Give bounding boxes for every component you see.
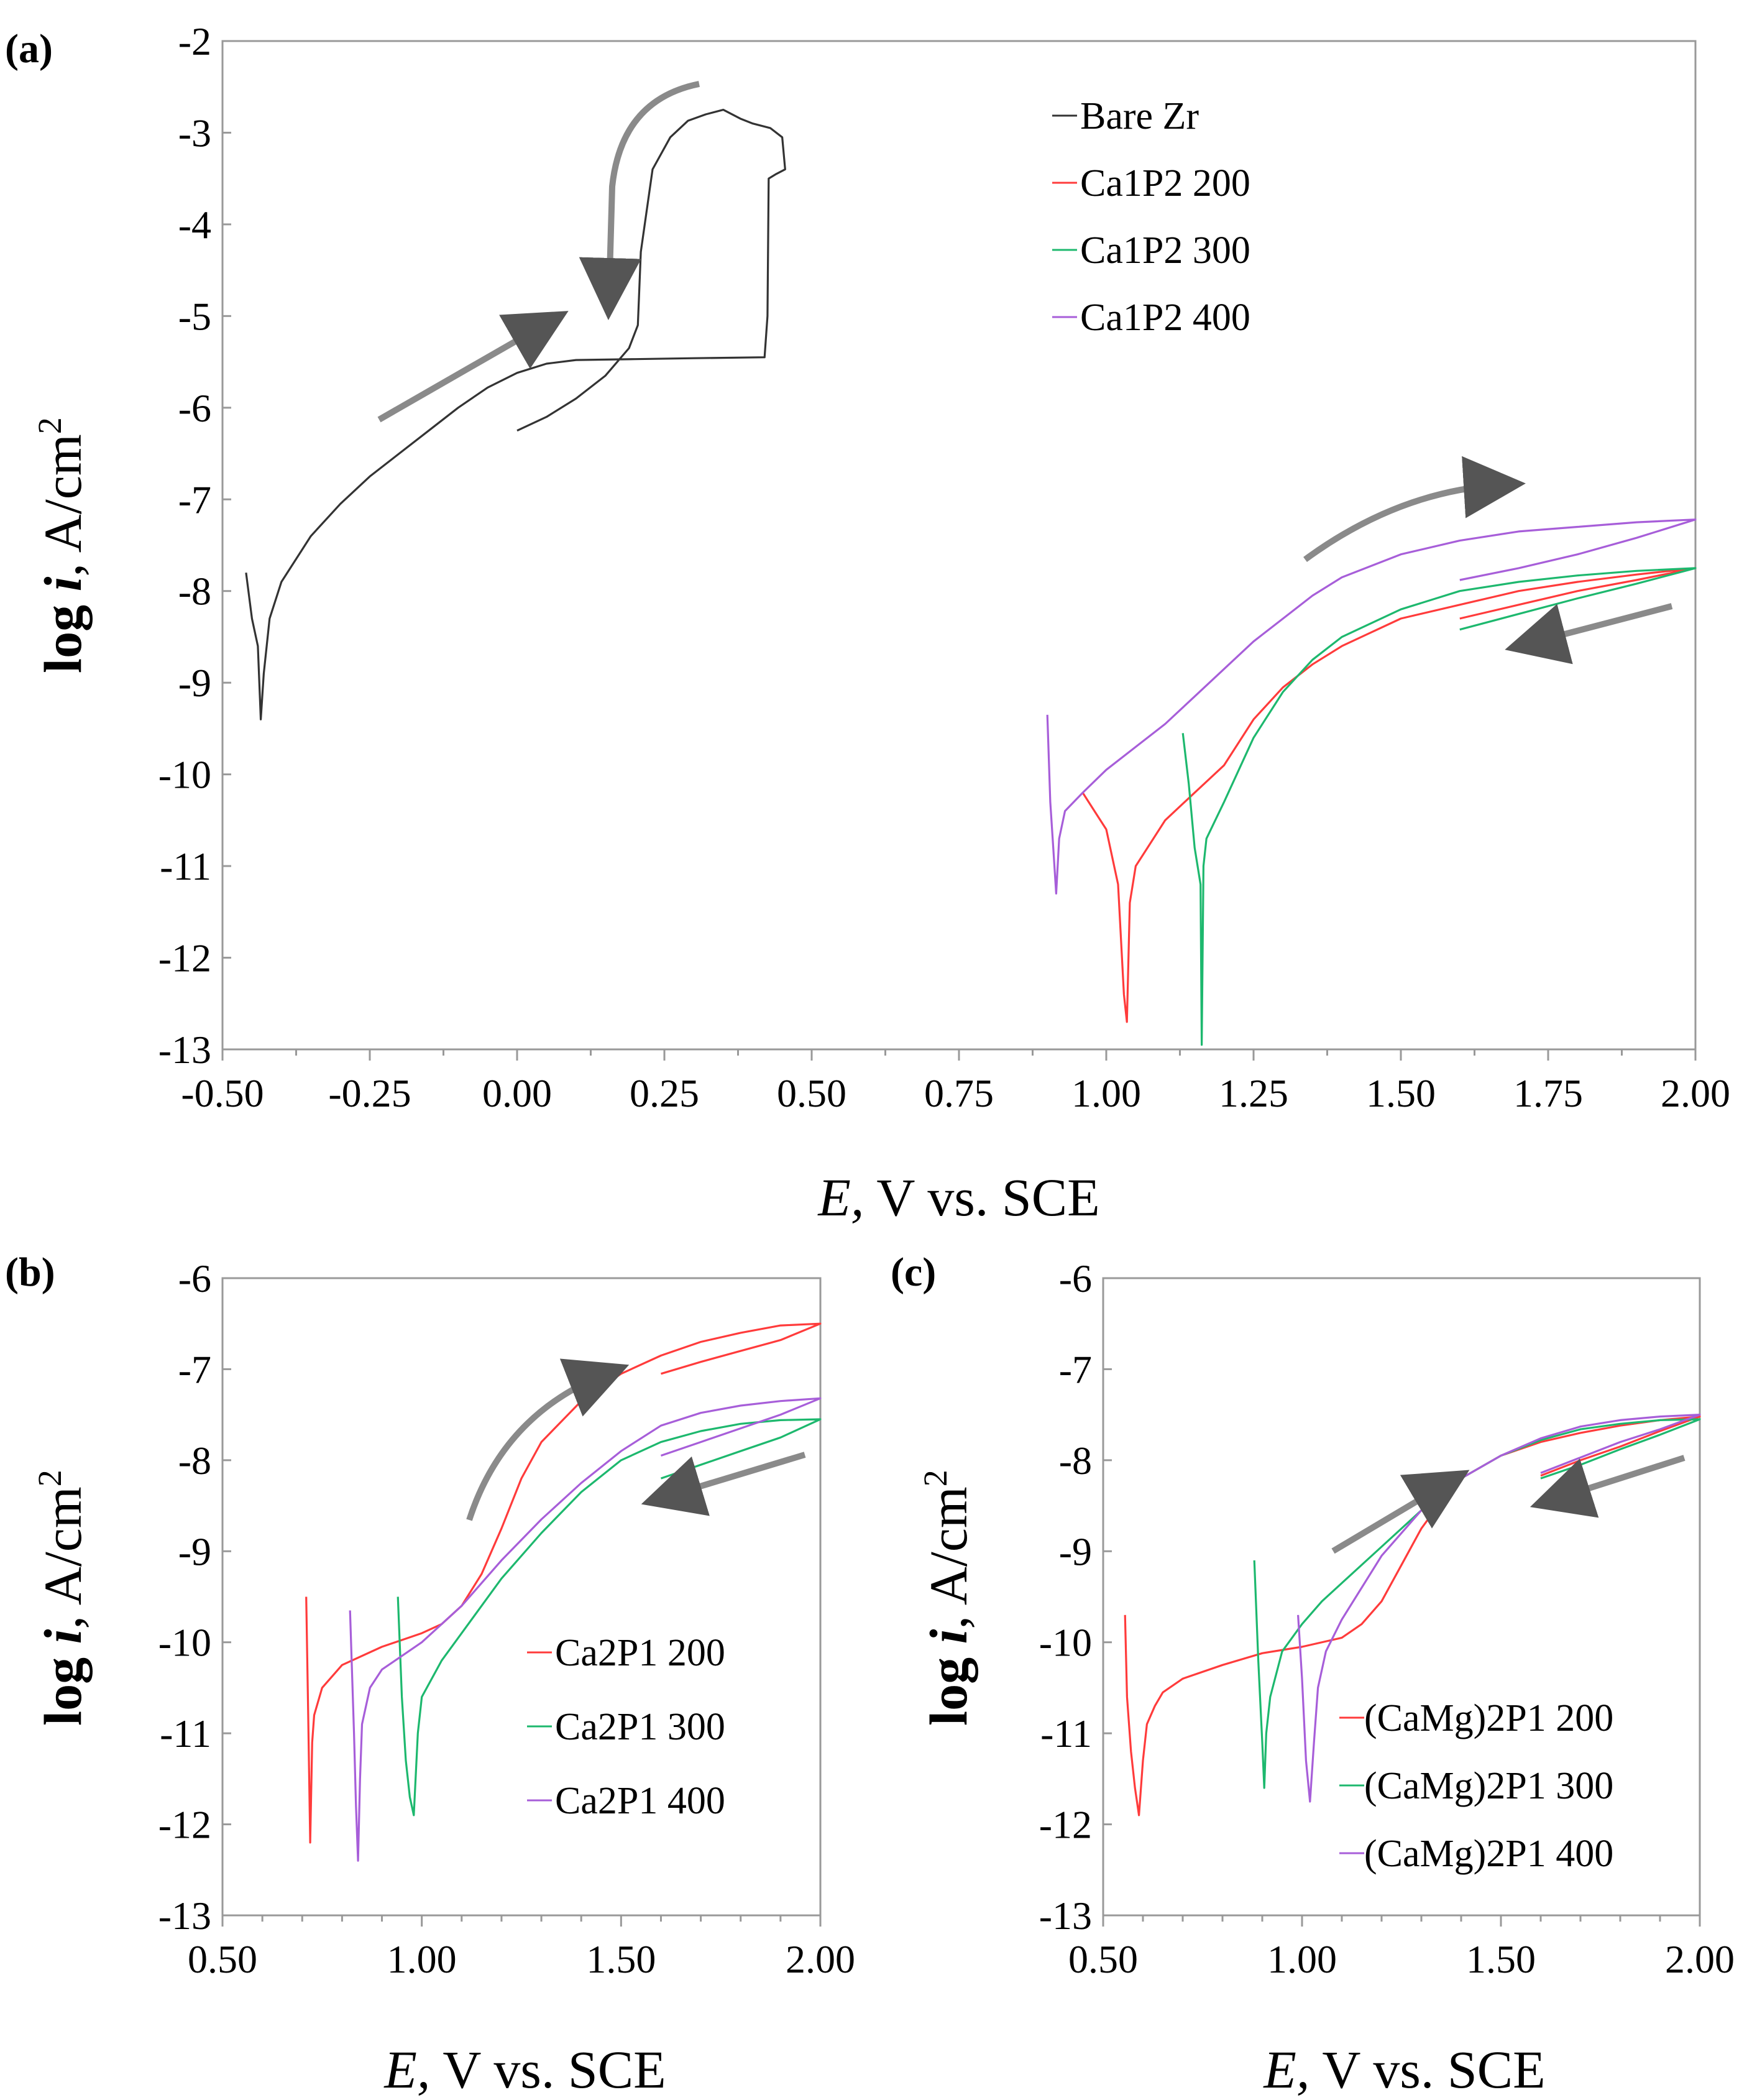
panel-b-label: (b) xyxy=(5,1250,55,1295)
panel-c: (c) -13 -12 -11 -10 -9 -8 -7 -6 0.50 1.00 1.50 2.00… xyxy=(891,1250,1735,2099)
y-tick-label: -4 xyxy=(178,203,211,247)
x-tick-label: 0.75 xyxy=(924,1071,994,1115)
series-line-ca2p1-200 xyxy=(305,1322,822,1844)
panel-b-legend: Ca2P1 200 Ca2P1 300 Ca2P1 400 xyxy=(527,1632,725,1822)
x-tick-label: 2.00 xyxy=(1665,1937,1735,1981)
x-tick-label: 1.75 xyxy=(1513,1071,1583,1115)
coating-forward-arrow-icon xyxy=(1303,456,1526,563)
y-tick-label: -7 xyxy=(1059,1347,1092,1391)
legend-label-ca1p2-200: Ca1P2 200 xyxy=(1080,162,1250,205)
y-tick-label: -8 xyxy=(178,569,211,614)
legend-label-camg2p1-300: (CaMg)2P1 300 xyxy=(1364,1765,1613,1807)
reverse-scan-arrow-icon xyxy=(1530,1455,1685,1518)
x-tick-label: 2.00 xyxy=(1661,1071,1730,1115)
panel-b-arrows xyxy=(466,1358,806,1521)
y-tick-label: -11 xyxy=(160,844,211,888)
x-tick-label: 1.50 xyxy=(586,1937,656,1981)
y-tick-label: -11 xyxy=(160,1711,211,1756)
y-tick-label: -6 xyxy=(178,1256,211,1301)
x-tick-label: 1.00 xyxy=(1071,1071,1141,1115)
y-tick-label: -10 xyxy=(158,753,211,797)
y-tick-label: -8 xyxy=(1059,1439,1092,1483)
reverse-scan-arrow-icon xyxy=(641,1452,806,1516)
y-tick-label: -10 xyxy=(158,1621,211,1665)
panel-c-label: (c) xyxy=(891,1250,936,1295)
y-tick-label: -7 xyxy=(178,477,211,522)
legend-label-camg2p1-400: (CaMg)2P1 400 xyxy=(1364,1833,1613,1875)
x-tick-label: 0.25 xyxy=(630,1071,699,1115)
panel-a: (a) -13 -12 -11 -10 -9 -8 -7 -6 -5 -4 -3 -2 -0.50 -0.… xyxy=(5,19,1730,1227)
y-tick-label: -9 xyxy=(178,661,211,705)
series-line--camg-2p1-200 xyxy=(1124,1416,1701,1817)
forward-scan-arrow-icon xyxy=(466,1358,630,1521)
panel-b-y-axis-title: log i, A/cm2 xyxy=(31,1470,93,1726)
forward-scan-arrow-icon xyxy=(377,311,569,423)
panel-a-label: (a) xyxy=(5,26,53,71)
series-line-ca1p2-400 xyxy=(1046,518,1697,895)
y-tick-label: -6 xyxy=(178,386,211,430)
coating-reverse-arrow-icon xyxy=(1505,603,1673,665)
y-tick-label: -13 xyxy=(158,1894,211,1938)
panel-a-x-axis-title: E, V vs. SCE xyxy=(817,1167,1099,1227)
panel-c-plot-area xyxy=(1102,1277,1701,1917)
legend-label-bare-zr: Bare Zr xyxy=(1080,95,1199,137)
y-tick-label: -5 xyxy=(178,294,211,338)
series-line-ca1p2-300 xyxy=(1181,567,1697,1046)
legend-label-camg2p1-200: (CaMg)2P1 200 xyxy=(1364,1697,1613,1739)
forward-scan-arrow-icon xyxy=(1331,1470,1470,1554)
x-tick-label: -0.25 xyxy=(328,1071,411,1115)
x-tick-label: 1.50 xyxy=(1466,1937,1536,1981)
reverse-scan-arrow-icon xyxy=(579,81,700,320)
y-tick-label: -6 xyxy=(1059,1256,1092,1301)
x-tick-label: 1.50 xyxy=(1366,1071,1436,1115)
series-line-bare-zr xyxy=(245,109,786,721)
panel-b-x-axis-title: E, V vs. SCE xyxy=(383,2040,666,2099)
y-tick-label: -2 xyxy=(178,19,211,63)
panel-c-arrows xyxy=(1331,1455,1685,1554)
y-tick-label: -13 xyxy=(1039,1894,1092,1938)
panel-b-plot-area xyxy=(221,1277,822,1917)
legend-label-ca2p1-400: Ca2P1 400 xyxy=(555,1780,725,1822)
panel-c-x-axis-title: E, V vs. SCE xyxy=(1262,2040,1545,2099)
panel-a-legend: Bare Zr Ca1P2 200 Ca1P2 300 Ca1P2 400 xyxy=(1052,95,1250,339)
y-tick-label: -13 xyxy=(158,1028,211,1072)
legend-label-ca2p1-200: Ca2P1 200 xyxy=(555,1632,725,1674)
y-tick-label: -3 xyxy=(178,111,211,155)
x-tick-label: 2.00 xyxy=(786,1937,855,1981)
y-tick-label: -7 xyxy=(178,1347,211,1391)
y-tick-label: -12 xyxy=(158,1803,211,1847)
series-line-ca2p1-400 xyxy=(349,1397,822,1862)
x-tick-label: 1.00 xyxy=(387,1937,457,1981)
x-tick-label: 0.50 xyxy=(188,1937,257,1981)
y-tick-label: -9 xyxy=(1059,1529,1092,1573)
legend-label-ca1p2-400: Ca1P2 400 xyxy=(1080,297,1250,339)
panel-c-legend: (CaMg)2P1 200 (CaMg)2P1 300 (CaMg)2P1 40… xyxy=(1339,1697,1613,1875)
series-line-ca1p2-200 xyxy=(1081,567,1697,1023)
panel-c-y-axis-title: log i, A/cm2 xyxy=(917,1470,978,1726)
x-tick-label: 0.00 xyxy=(482,1071,552,1115)
panel-a-y-axis-title: log i, A/cm2 xyxy=(31,417,93,673)
legend-label-ca2p1-300: Ca2P1 300 xyxy=(555,1706,725,1748)
x-tick-label: 0.50 xyxy=(1068,1937,1138,1981)
x-tick-label: 0.50 xyxy=(777,1071,846,1115)
x-tick-label: 1.00 xyxy=(1267,1937,1337,1981)
y-tick-label: -9 xyxy=(178,1529,211,1573)
panel-a-arrows xyxy=(377,81,1673,665)
y-tick-label: -12 xyxy=(1039,1803,1092,1847)
x-tick-label: -0.50 xyxy=(181,1071,264,1115)
panel-a-plot-area xyxy=(221,40,1697,1051)
y-tick-label: -8 xyxy=(178,1439,211,1483)
y-tick-label: -11 xyxy=(1040,1711,1092,1756)
x-tick-label: 1.25 xyxy=(1219,1071,1288,1115)
legend-label-ca1p2-300: Ca1P2 300 xyxy=(1080,229,1250,272)
panel-b: (b) -13 -12 -11 -10 -9 -8 -7 -6 0.50 1.00 1.50 2.00… xyxy=(5,1250,855,2099)
y-tick-label: -12 xyxy=(158,936,211,980)
y-tick-label: -10 xyxy=(1039,1621,1092,1665)
series-line-ca2p1-300 xyxy=(397,1418,822,1817)
